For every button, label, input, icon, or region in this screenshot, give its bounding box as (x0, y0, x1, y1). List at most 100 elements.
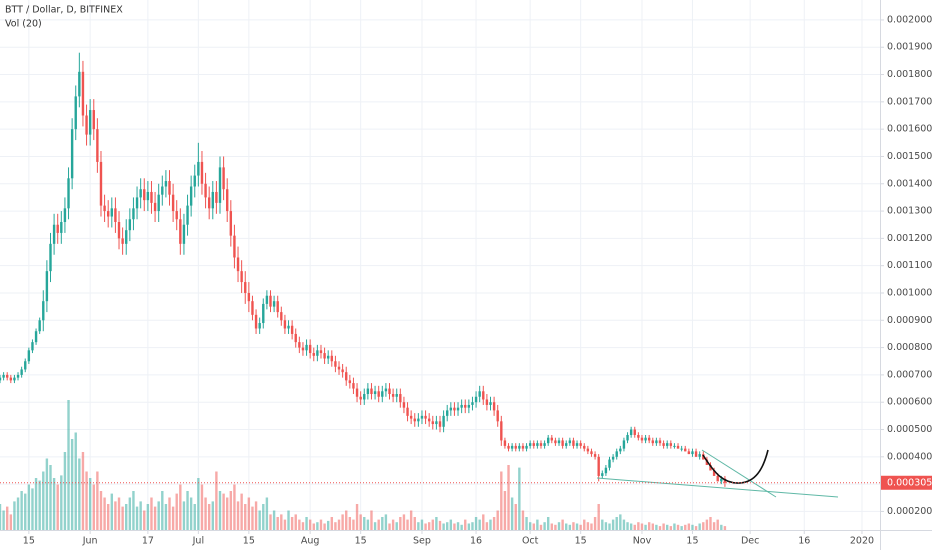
candle-body (326, 355, 330, 359)
candle-body (81, 71, 85, 116)
grid (0, 0, 880, 530)
candle-body (424, 415, 427, 419)
candle-body (99, 161, 103, 206)
candle-body (168, 181, 171, 195)
volume-bar (85, 471, 88, 530)
candle-body (197, 161, 200, 176)
candle-body (215, 191, 218, 203)
volume-bar (337, 519, 341, 530)
candle-body (204, 183, 207, 198)
volume-bar (427, 522, 431, 530)
candle-body (49, 243, 52, 272)
volume-bar (125, 504, 128, 530)
volume-bar (503, 491, 507, 530)
candle-body (193, 175, 196, 187)
volume-bar (92, 484, 95, 530)
candle-body (384, 388, 388, 392)
volume-bar (528, 522, 532, 530)
volume-bar (229, 491, 233, 530)
volume-bar (175, 493, 178, 530)
volume-bar (153, 506, 157, 530)
volume-bar (655, 524, 658, 530)
y-tick-label: 0.00140000 (887, 178, 932, 189)
candle-body (532, 443, 535, 446)
volume-bar (608, 523, 611, 530)
candle-body (341, 369, 344, 373)
volume-bar (355, 504, 359, 530)
candle-body (413, 418, 416, 422)
volume-bar (449, 519, 453, 530)
candle-body (117, 221, 121, 239)
candle-body (431, 421, 434, 425)
volume-bar (182, 501, 186, 530)
candle-body (503, 440, 507, 446)
volume-bar (546, 517, 550, 530)
volume-bar (78, 458, 81, 530)
volume-bar (352, 519, 355, 530)
volume-bar (637, 522, 640, 530)
volume-bar (572, 522, 575, 530)
candle-body (9, 377, 13, 381)
volume-bar (236, 501, 240, 530)
volume-bar (467, 523, 471, 530)
candle-body (597, 456, 600, 476)
volume-bar (500, 471, 503, 530)
volume-bar (52, 478, 56, 530)
volume-bar (215, 471, 218, 530)
candle-body (399, 394, 402, 403)
volume-bar (49, 465, 52, 530)
volume-bar (9, 514, 13, 530)
y-tick-label: 0.00190000 (887, 42, 932, 53)
candle-body (45, 271, 49, 302)
y-tick-label: 0.00200000 (887, 14, 932, 25)
volume-bar (492, 517, 496, 530)
x-tick-label: Dec (741, 536, 759, 547)
candle-body (427, 418, 431, 422)
volume-bar (276, 517, 279, 530)
candle-body (16, 374, 20, 378)
candle-body (157, 194, 160, 212)
x-tick-label: 15 (23, 536, 35, 547)
candle-body (449, 407, 453, 411)
candle-body (254, 314, 258, 329)
candle-body (655, 440, 658, 444)
volume-bar (81, 452, 85, 530)
volume-bar (629, 523, 633, 530)
candle-body (626, 434, 629, 441)
candle-body (211, 191, 214, 209)
candle-body (579, 443, 582, 446)
y-tick-label: 0.00110000 (887, 260, 932, 271)
x-tick-label: Jul (192, 536, 204, 547)
candle-body (676, 445, 680, 449)
volume-bar (168, 497, 171, 530)
candle-body (622, 440, 626, 449)
y-tick-label: 0.00100000 (887, 287, 932, 298)
candle-body (395, 394, 398, 397)
volume-bar (384, 514, 388, 530)
candle-body (482, 391, 485, 400)
volume-bar (27, 484, 31, 530)
candle-body (334, 361, 337, 367)
volume-bar (381, 517, 384, 530)
volume-bar (348, 517, 352, 530)
volume-bar (456, 522, 460, 530)
candle-body (565, 443, 568, 446)
volume-bar (269, 514, 272, 530)
candle-body (233, 235, 236, 258)
candle-body (666, 443, 669, 446)
x-tick-label: 17 (142, 536, 154, 547)
volume-bar (99, 491, 103, 530)
candle-body (377, 391, 380, 397)
x-tick-label: 16 (470, 536, 482, 547)
candle-body (601, 473, 604, 476)
volume-bar (20, 491, 23, 530)
candle-body (669, 443, 673, 446)
candle-body (189, 186, 193, 206)
x-tick-label: Nov (633, 536, 652, 547)
volume-bar (489, 519, 492, 530)
candle-body (550, 437, 554, 441)
volume-bar (453, 523, 456, 530)
candle-body (272, 301, 276, 307)
